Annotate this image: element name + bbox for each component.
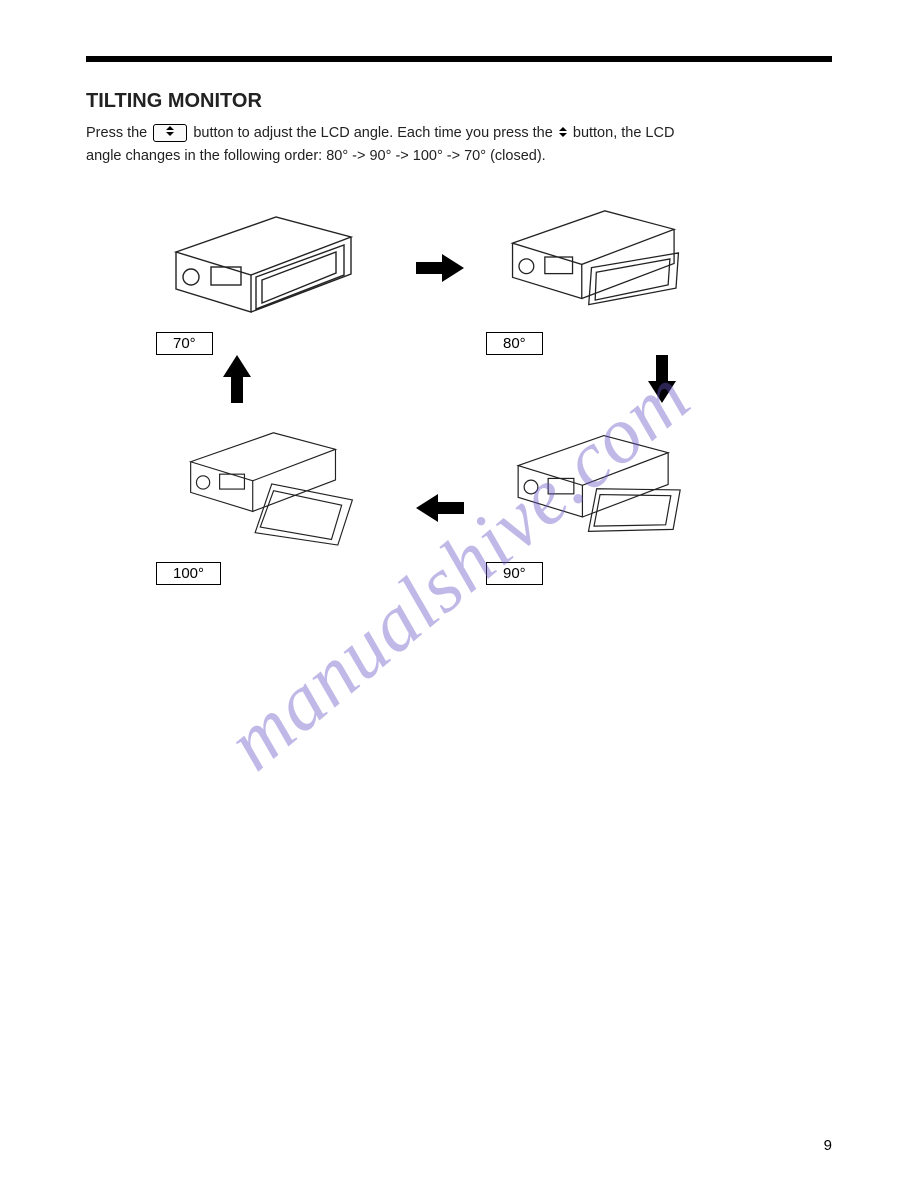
device-illustration-80 [486, 197, 696, 317]
arrow-left-icon [416, 492, 464, 529]
text-post: button to adjust the LCD angle. Each tim… [193, 125, 557, 141]
section-title: TILTING MONITOR [86, 90, 832, 113]
angle-label-100: 100° [156, 562, 221, 585]
header-rule [86, 56, 832, 62]
tilt-button-icon-boxed [153, 124, 187, 142]
angle-label-90: 90° [486, 562, 543, 585]
section-body: Press the button to adjust the LCD angle… [86, 123, 832, 167]
angle-label-70: 70° [156, 332, 213, 355]
device-illustration-70 [156, 197, 366, 317]
device-fig-80: 80° [486, 197, 716, 355]
manual-page: TILTING MONITOR Press the button to adju… [0, 0, 918, 1188]
page-number: 9 [824, 1137, 832, 1154]
device-illustration-90 [486, 427, 696, 547]
arrow-right-icon [416, 252, 464, 289]
angle-label-80: 80° [486, 332, 543, 355]
arrow-up-icon [221, 355, 253, 408]
arrow-down-icon [646, 355, 678, 408]
device-fig-100: 100° [156, 427, 386, 585]
device-fig-90: 90° [486, 427, 716, 585]
text-line2: angle changes in the following order: 80… [86, 146, 832, 167]
tilt-button-icon [557, 126, 569, 140]
device-illustration-100 [156, 427, 366, 547]
text-pre: Press the [86, 125, 151, 141]
device-fig-70: 70° [156, 197, 386, 355]
tilt-diagram: 70° 80° [86, 197, 832, 677]
text-tail: button, the LCD [573, 125, 675, 141]
